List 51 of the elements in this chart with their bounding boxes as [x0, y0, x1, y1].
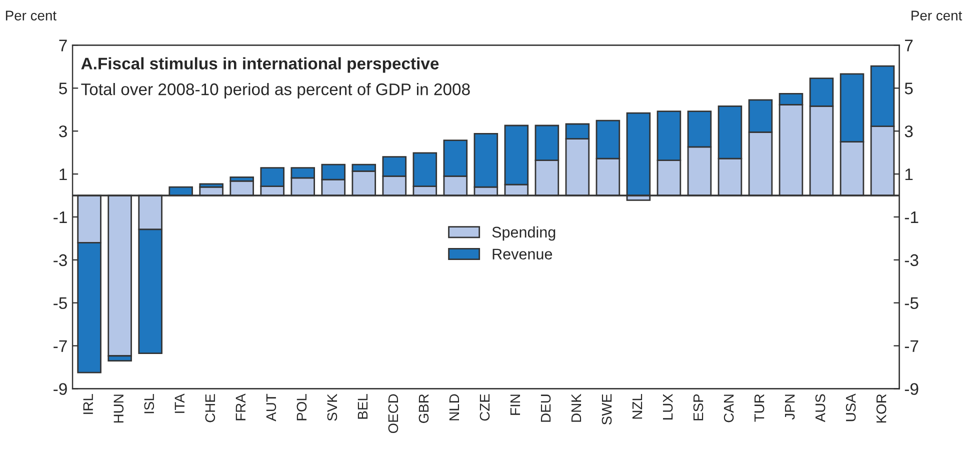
legend-label: Spending [492, 226, 556, 241]
x-tick-label: JPN [785, 394, 795, 420]
x-tick-label: NLD [449, 394, 459, 420]
x-tick-label: IRL [83, 394, 93, 414]
y2-tick-label: -9 [904, 383, 918, 395]
x-tick-label: KOR [876, 394, 886, 423]
x-tick-label: DNK [571, 394, 582, 422]
x-tick-label: SVK [327, 394, 338, 421]
x-tick-label: CZE [480, 394, 490, 421]
y2-axis-title: Per cent [912, 10, 962, 20]
text: Total over 2008-10 period as percent of GDP in 2008 [81, 82, 470, 99]
y-tick-label: 1 [60, 168, 67, 180]
y-tick-label: 7 [59, 40, 67, 52]
y-tick-label: 5 [59, 82, 67, 94]
y2-tick-label: -1 [904, 212, 918, 223]
x-tick-label: ISL [144, 394, 154, 414]
y2-tick-label: 5 [904, 82, 913, 94]
x-tick-label: LUX [663, 394, 673, 420]
y2-tick-label: -7 [904, 340, 918, 352]
y-tick-label: -9 [54, 383, 67, 395]
y2-tick-label: -3 [904, 254, 918, 266]
y2-tick-label: 7 [905, 40, 913, 52]
x-tick-label: CHE [205, 394, 216, 422]
y-tick-label: -7 [54, 340, 67, 352]
x-tick-label: USA [846, 394, 856, 422]
x-tick-label: SWE [602, 394, 612, 425]
x-tick-label: POL [296, 394, 307, 420]
y-tick-label: -5 [54, 297, 67, 310]
x-tick-label: DEU [540, 394, 551, 422]
text: A.Fiscal stimulus in international perspective [81, 57, 439, 73]
y-tick-label: -1 [54, 212, 67, 223]
x-tick-label: GBR [418, 394, 429, 423]
x-tick-label: FIN [510, 394, 520, 415]
x-tick-label: TUR [754, 394, 764, 422]
y-tick-label: 3 [59, 125, 67, 138]
x-tick-label: FRA [236, 394, 246, 420]
x-tick-label: NZL [632, 394, 642, 419]
y-tick-label: -3 [54, 254, 67, 266]
legend-label: Revenue [492, 248, 552, 260]
y-axis-title: Per cent [6, 10, 56, 20]
x-tick-label: ESP [693, 394, 704, 420]
y2-tick-label: 1 [905, 168, 913, 180]
y2-tick-label: 3 [904, 125, 913, 138]
x-tick-label: AUS [815, 394, 826, 422]
x-tick-label: BEL [358, 394, 368, 419]
x-tick-label: ITA [174, 394, 184, 413]
x-tick-label: CAN [724, 394, 734, 422]
x-tick-label: HUN [114, 394, 124, 423]
x-tick-label: AUT [266, 394, 276, 422]
x-tick-label: OECD [388, 394, 398, 434]
y2-tick-label: -5 [904, 297, 918, 310]
